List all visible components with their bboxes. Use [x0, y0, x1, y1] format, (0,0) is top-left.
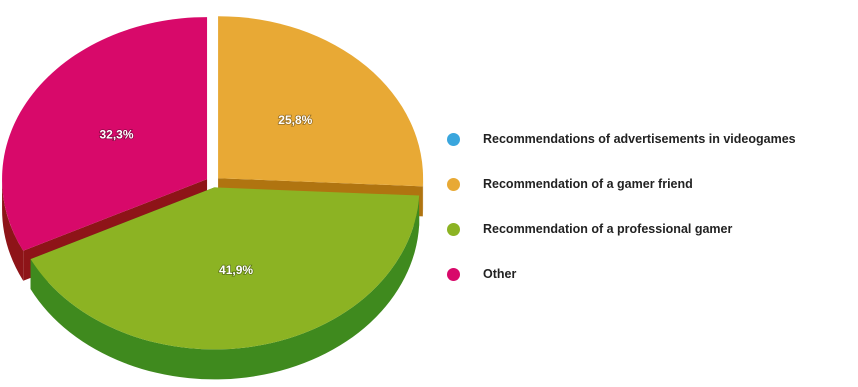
legend-swatch-advertisements	[447, 132, 460, 146]
pie-slice-professional-gamer[interactable]	[30, 187, 420, 350]
pie-slice-gamer-friend[interactable]	[218, 16, 424, 187]
legend-label-gamer-friend: Recommendation of a gamer friend	[483, 177, 693, 191]
pie-value-label-professional-gamer: 41,9%	[219, 263, 253, 277]
legend-label-professional-gamer: Recommendation of a professional gamer	[483, 222, 733, 236]
pie-plot-area: 25,8% 41,9% 32,3%	[2, 16, 424, 380]
legend-swatch-other	[447, 267, 460, 281]
legend-item-advertisements[interactable]: Recommendations of advertisements in vid…	[447, 124, 796, 154]
pie-slice-side-other	[2, 179, 24, 281]
legend-label-other: Other	[483, 267, 517, 281]
pie-value-label-gamer-friend: 25,8%	[278, 113, 312, 127]
legend-label-advertisements: Recommendations of advertisements in vid…	[483, 132, 796, 146]
pie-top-layer	[2, 16, 424, 350]
legend-item-gamer-friend[interactable]: Recommendation of a gamer friend	[447, 169, 796, 199]
pie-value-label-other: 32,3%	[99, 128, 133, 142]
legend-item-other[interactable]: Other	[447, 259, 796, 289]
pie-slice-other[interactable]	[2, 17, 208, 251]
legend: Recommendations of advertisements in vid…	[447, 124, 796, 304]
pie-label-layer: 25,8% 41,9% 32,3%	[99, 112, 314, 277]
legend-item-professional-gamer[interactable]: Recommendation of a professional gamer	[447, 214, 796, 244]
legend-swatch-gamer-friend	[447, 177, 460, 191]
legend-swatch-professional-gamer	[447, 222, 460, 236]
pie-slice-side-professional-gamer	[30, 195, 420, 380]
